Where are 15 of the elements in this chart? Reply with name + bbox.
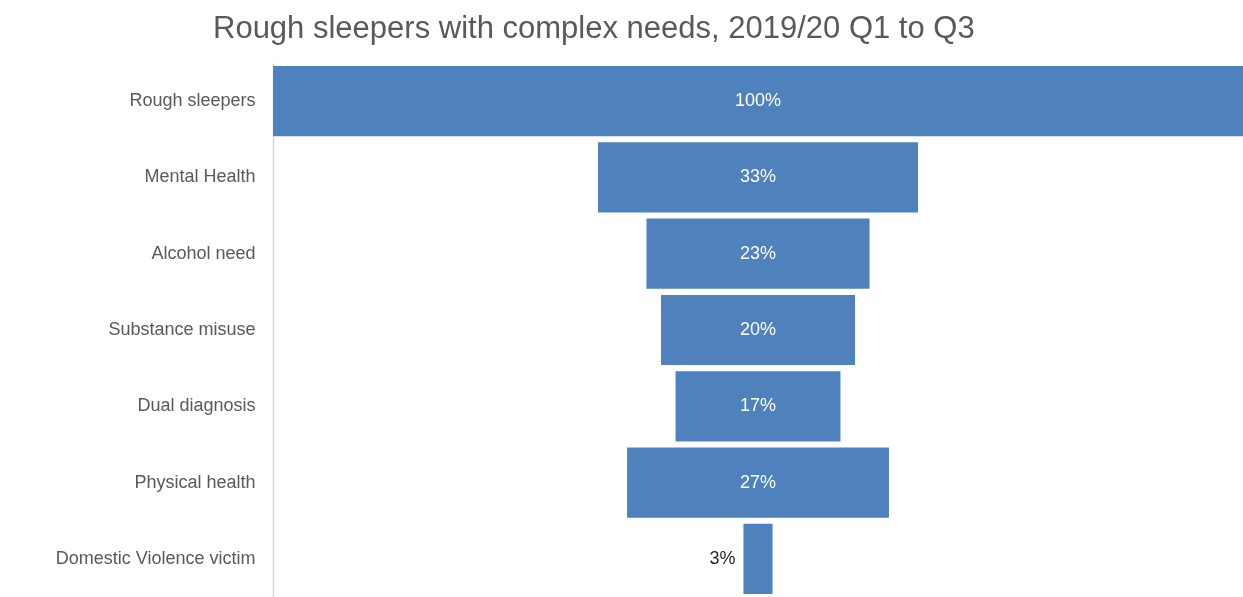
data-label: 20% <box>739 319 777 339</box>
category-label: Domestic Violence victim <box>55 547 256 568</box>
data-label: 33% <box>739 166 777 187</box>
data-label: 17% <box>739 395 777 416</box>
data-label: 3% <box>709 547 736 568</box>
category-label: Alcohol need <box>151 242 256 263</box>
category-label: Rough sleepers <box>129 90 256 111</box>
category-label: Substance misuse <box>108 319 256 339</box>
data-label: 23% <box>739 242 777 263</box>
category-label: Dual diagnosis <box>137 395 256 416</box>
data-label: 100% <box>734 90 782 111</box>
category-label: Physical health <box>134 471 256 492</box>
category-label: Mental Health <box>144 166 256 187</box>
text: Rough sleepers with complex needs, 2019/20 Q1 to Q3 <box>213 10 975 45</box>
data-label: 27% <box>739 471 777 492</box>
